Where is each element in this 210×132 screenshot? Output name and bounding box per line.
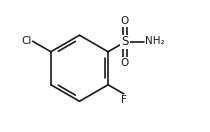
Text: S: S [121,36,129,48]
Text: F: F [121,95,127,105]
Text: O: O [121,16,129,26]
Text: O: O [121,58,129,68]
Text: NH₂: NH₂ [145,36,165,46]
Text: Cl: Cl [22,36,32,46]
